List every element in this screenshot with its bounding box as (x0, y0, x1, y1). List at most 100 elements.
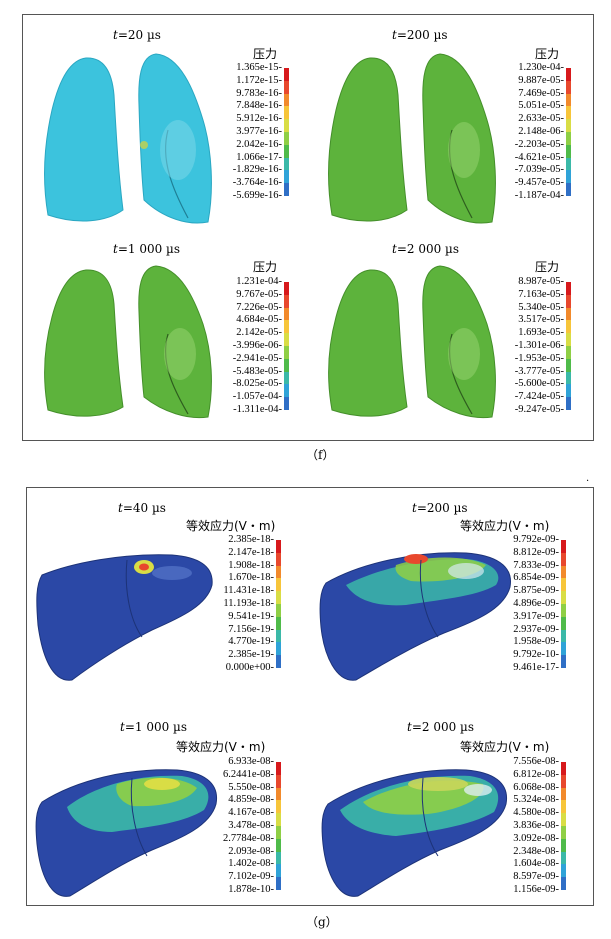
color-scale-segment (566, 320, 571, 334)
panel-title-f-200us: t=200 µs (392, 28, 448, 42)
color-scale-segment (284, 93, 289, 107)
panel-title-g-40us: t=40 µs (118, 501, 166, 515)
legend-value: 9.792e-09- (513, 534, 559, 545)
legend-value: 5.051e-05- (518, 100, 564, 112)
legend-value: -5.699e-16- (232, 189, 282, 201)
legend-value: 4.896e-09- (513, 597, 559, 609)
legend-value: -5.483e-05- (232, 365, 282, 377)
legend-value: 7.102e-09- (228, 871, 274, 883)
color-scale-segment (561, 813, 566, 826)
color-scale-segment (284, 358, 289, 372)
panel-title-f-2000us: t=2 000 µs (392, 242, 460, 256)
legend-value: 1.156e-09- (513, 883, 559, 895)
legend-values-f-1000us: 1.231e-04- 9.767e-05- 7.226e-05- 4.684e-05-… (208, 276, 282, 417)
color-scale-segment (284, 80, 289, 94)
legend-value: -7.039e-05- (514, 164, 564, 176)
color-scale-segment (284, 183, 289, 196)
color-scale-segment (276, 851, 281, 865)
color-scale-segment (561, 591, 566, 604)
legend-value: -1.301e-06- (514, 339, 564, 351)
liver-model-g-40us (36, 554, 213, 681)
legend-value: -2.941e-05- (232, 352, 282, 364)
legend-value: 11.193e-18- (223, 597, 274, 609)
legend-title-f-2000us: 压力 (535, 260, 560, 274)
color-scale-segment (566, 294, 571, 308)
color-scale-segment (276, 800, 281, 814)
legend-value: 1.172e-15- (236, 74, 282, 86)
legend-title-f-200us: 压力 (535, 47, 560, 61)
color-scale-segment (561, 825, 566, 839)
color-scale-segment (561, 774, 566, 788)
panel-title-g-200us: t=200 µs (412, 501, 468, 515)
color-scale-segment (284, 282, 289, 295)
color-scale-segment (284, 294, 289, 308)
color-scale-segment (566, 282, 571, 295)
legend-value: 6.2441e-08- (222, 768, 274, 780)
color-scale-segment (284, 345, 289, 359)
legend-values-f-200us: 1.230e-04- 9.887e-05- 7.469e-05- 5.051e-05-… (490, 62, 564, 203)
color-scale-segment (276, 838, 281, 852)
legend-value: 1.230e-04- (518, 62, 564, 73)
legend-value: 0.000e+00- (225, 661, 274, 673)
legend-values-f-20us: 1.365e-15- 1.172e-15- 9.783e-16- 7.848e-16-… (208, 62, 282, 203)
color-scale-segment (566, 131, 571, 145)
legend-value: 1.231e-04- (236, 276, 282, 287)
color-scale-segment (276, 787, 281, 801)
color-scale-segment (566, 345, 571, 359)
color-scale-segment (276, 762, 281, 775)
color-scale-bar-f-1000us (284, 282, 289, 410)
liver-model-g-200us (319, 552, 511, 681)
legend-value: 6.854e-09- (513, 572, 559, 584)
color-scale-segment (284, 397, 289, 410)
lung-model-f-2000us (328, 265, 496, 419)
legend-value: 3.836e-08- (513, 819, 559, 831)
legend-value: -5.600e-05- (514, 378, 564, 390)
color-scale-segment (284, 170, 289, 184)
legend-value: 6.812e-08- (513, 768, 559, 780)
legend-values-g-2000us: 7.556e-08- 6.812e-08- 6.068e-08- 5.324e-08-… (481, 756, 559, 897)
legend-value: 4.580e-08- (513, 807, 559, 819)
legend-value: 2.147e-18- (228, 546, 274, 558)
color-scale-segment (284, 119, 289, 132)
color-scale-segment (566, 68, 571, 81)
color-scale-segment (276, 578, 281, 592)
color-scale-segment (566, 183, 571, 196)
legend-value: -7.424e-05- (514, 391, 564, 403)
legend-value: -1.187e-04- (514, 189, 564, 201)
legend-value: 7.833e-09- (513, 559, 559, 571)
color-scale-bar-g-1000us (276, 762, 281, 890)
color-scale-segment (561, 603, 566, 617)
panel-title-g-2000us: t=2 000 µs (407, 720, 475, 734)
color-scale-segment (561, 578, 566, 592)
color-scale-segment (276, 642, 281, 656)
color-scale-segment (561, 838, 566, 852)
legend-value: 7.226e-05- (236, 301, 282, 313)
color-scale-segment (566, 93, 571, 107)
legend-value: 2.148e-06- (518, 125, 564, 137)
color-scale-segment (561, 762, 566, 775)
legend-value: 4.167e-08- (228, 807, 274, 819)
legend-value: 3.517e-05- (518, 314, 564, 326)
legend-value: -9.247e-05- (514, 403, 564, 415)
panel-title-f-1000us: t=1 000 µs (113, 242, 181, 256)
legend-value: 1.066e-17- (236, 151, 282, 163)
legend-value: 9.541e-19- (228, 610, 274, 622)
color-scale-bar-g-40us (276, 540, 281, 668)
color-scale-segment (284, 371, 289, 385)
legend-value: -1.953e-05- (514, 352, 564, 364)
legend-value: -2.203e-05- (514, 138, 564, 150)
color-scale-segment (566, 333, 571, 346)
color-scale-segment (566, 144, 571, 158)
legend-value: -8.025e-05- (232, 378, 282, 390)
lung-model-f-200us (328, 53, 496, 224)
color-scale-segment (561, 787, 566, 801)
legend-value: -9.457e-05- (514, 177, 564, 189)
color-scale-segment (561, 552, 566, 566)
legend-value: 1.365e-15- (236, 62, 282, 73)
color-scale-segment (566, 371, 571, 385)
legend-value: 9.461e-17- (513, 661, 559, 673)
color-scale-bar-f-20us (284, 68, 289, 196)
color-scale-segment (561, 629, 566, 643)
legend-values-f-2000us: 8.987e-05- 7.163e-05- 5.340e-05- 3.517e-05-… (490, 276, 564, 417)
legend-title-g-2000us: 等效应力(V・m) (460, 740, 550, 754)
